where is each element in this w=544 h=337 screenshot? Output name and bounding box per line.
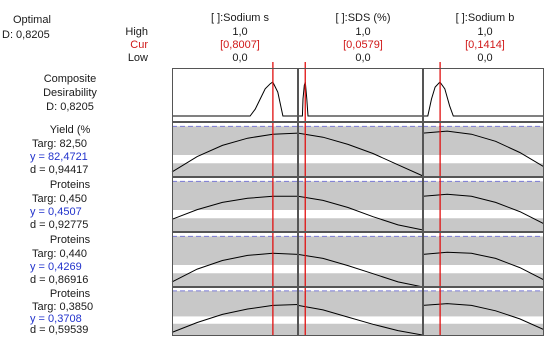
response-curve <box>422 303 544 331</box>
optimal-label: Optimal <box>13 14 51 26</box>
response-predicted: y = 0,4507 <box>30 206 82 218</box>
response-curve <box>297 195 424 231</box>
target-band <box>172 323 298 336</box>
response-curve <box>297 132 424 177</box>
response-desirability: d = 0,59539 <box>30 324 89 336</box>
target-band <box>298 181 423 210</box>
target-band <box>423 218 544 232</box>
response-name: Proteins <box>49 234 91 246</box>
panel-frame <box>172 122 298 177</box>
response-curve <box>172 81 298 117</box>
target-band <box>423 236 544 265</box>
response-target: Targ: 0,440 <box>32 248 88 260</box>
response-desirability: d = 0,92775 <box>30 219 89 231</box>
panel-background <box>423 68 544 122</box>
response-curve <box>171 304 299 333</box>
panel-frame <box>172 177 298 232</box>
response-curve <box>297 253 424 288</box>
response-curve <box>422 130 544 168</box>
composite-d-value: D: 0,8205 <box>46 101 94 113</box>
factor-name: [ ]:Sodium b <box>455 12 515 24</box>
target-band <box>298 290 423 317</box>
factor-low: 0,0 <box>232 52 248 64</box>
target-band <box>298 218 423 232</box>
panel-frame <box>298 122 423 177</box>
target-band <box>298 126 423 155</box>
target-band <box>172 236 298 265</box>
target-band <box>423 323 544 336</box>
response-predicted: y = 82,4721 <box>30 151 88 163</box>
panel-frame <box>298 177 423 232</box>
target-band <box>423 273 544 287</box>
optimal-d-value: D: 0,8205 <box>2 29 50 41</box>
target-band <box>298 273 423 287</box>
factor-high: 1,0 <box>477 26 493 38</box>
target-band <box>298 163 423 177</box>
response-target: Targ: 82,50 <box>32 138 88 150</box>
target-band <box>423 181 544 210</box>
target-band <box>172 290 298 317</box>
factor-low: 0,0 <box>477 52 493 64</box>
response-desirability: d = 0,94417 <box>30 164 89 176</box>
target-band <box>298 323 423 336</box>
factor-high: 1,0 <box>232 26 248 38</box>
response-curve <box>171 132 299 173</box>
target-band <box>298 236 423 265</box>
target-band <box>172 218 298 232</box>
target-band <box>172 181 298 210</box>
row-label-low: Low <box>127 52 148 64</box>
panel-frame <box>298 232 423 287</box>
factor-current: [0,0579] <box>343 39 383 51</box>
response-target: Targ: 0,450 <box>32 193 88 205</box>
panel-frame <box>172 232 298 287</box>
response-curve <box>422 193 544 225</box>
response-predicted: y = 0,3708 <box>30 313 82 325</box>
response-predicted: y = 0,4269 <box>30 261 82 273</box>
target-band <box>172 126 298 155</box>
composite-label: Desirability <box>43 87 97 99</box>
factor-high: 1,0 <box>355 26 371 38</box>
factor-low: 0,0 <box>355 52 371 64</box>
panel-frame <box>298 68 423 122</box>
response-name: Proteins <box>49 288 91 300</box>
panel-background <box>298 68 423 122</box>
row-label-high: High <box>125 26 148 38</box>
target-band <box>172 163 298 177</box>
response-curve <box>297 304 424 336</box>
target-band <box>423 126 544 155</box>
response-name: Yield (% <box>49 124 91 136</box>
row-label-cur: Cur <box>130 39 148 51</box>
response-curve <box>422 251 544 281</box>
factor-name: [ ]:SDS (%) <box>335 12 391 24</box>
response-curve <box>171 252 299 283</box>
factor-name: [ ]:Sodium s <box>210 12 270 24</box>
response-target: Targ: 0,3850 <box>32 301 94 313</box>
panel-frame <box>172 68 298 122</box>
composite-label: Composite <box>43 73 97 85</box>
response-curve <box>171 195 298 220</box>
factor-current: [0,8007] <box>220 39 260 51</box>
response-name: Proteins <box>49 179 91 191</box>
panel-background <box>172 68 298 122</box>
target-band <box>172 273 298 287</box>
response-desirability: d = 0,86916 <box>30 274 89 286</box>
factor-current: [0,1414] <box>465 39 505 51</box>
target-band <box>423 163 544 177</box>
